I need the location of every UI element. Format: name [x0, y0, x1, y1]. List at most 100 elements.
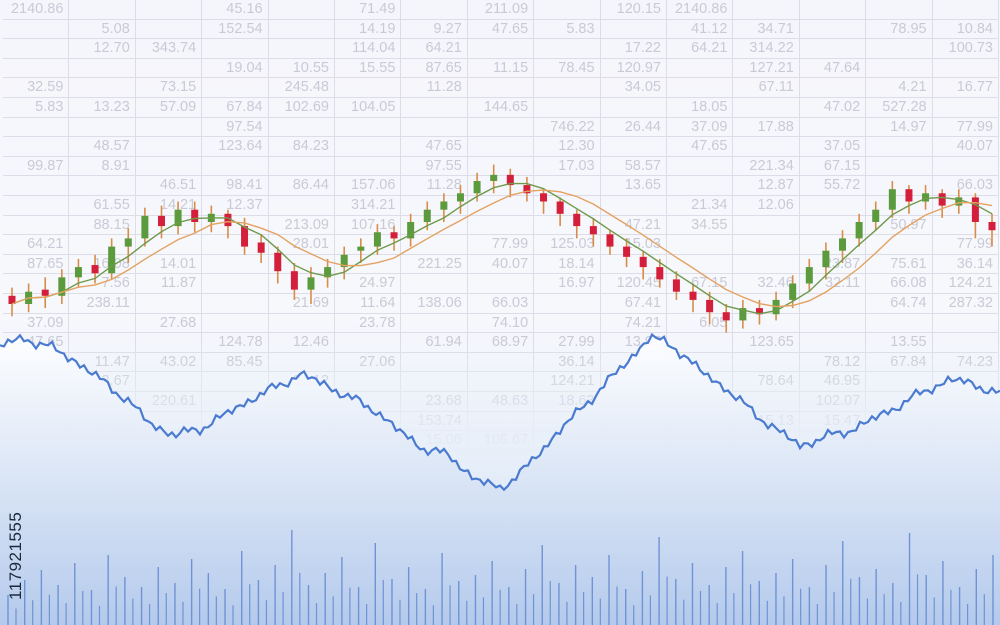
candle-up — [373, 232, 381, 247]
table-cell — [401, 98, 468, 118]
table-cell — [202, 215, 269, 236]
candle-down — [689, 291, 697, 300]
table-cell: 120.97 — [600, 58, 667, 79]
table-cell — [401, 274, 468, 294]
table-cell — [667, 294, 734, 314]
table-cell — [534, 215, 601, 236]
table-cell — [467, 372, 535, 392]
table-cell: 41.12 — [667, 19, 734, 40]
table-cell — [3, 294, 70, 314]
line-area-fill — [0, 334, 1000, 625]
table-cell — [335, 254, 402, 275]
table-cell: 11.64 — [335, 294, 402, 314]
table-cell: 14.19 — [335, 19, 402, 40]
candle-down — [506, 174, 514, 186]
table-cell: 67.11 — [733, 78, 800, 98]
table-cell: 17.88 — [733, 117, 800, 138]
candle-down — [639, 256, 647, 268]
table-cell — [3, 215, 70, 236]
table-cell: 23.78 — [335, 313, 402, 334]
table-cell: 13.55 — [866, 333, 933, 353]
candle-up — [340, 254, 348, 268]
table-cell: 16.77 — [932, 78, 999, 98]
candle-up — [407, 222, 415, 239]
table-cell — [268, 156, 335, 177]
table-cell: 78.95 — [866, 19, 933, 40]
table-cell: 67.84 — [866, 352, 933, 373]
table-cell: 47.65 — [667, 137, 734, 157]
table-cell: 17.03 — [534, 156, 601, 177]
table-cell — [69, 333, 136, 353]
table-cell: 99.87 — [3, 156, 70, 177]
table-cell — [335, 78, 402, 98]
table-cell: 86.44 — [268, 176, 335, 196]
candle-up — [124, 238, 132, 247]
table-cell — [69, 58, 136, 79]
table-cell: 5.08 — [69, 19, 136, 40]
table-cell — [733, 215, 800, 236]
table-cell: 10.84 — [932, 19, 999, 40]
table-cell: 77.99 — [932, 117, 999, 138]
table-cell: 73.15 — [135, 78, 203, 98]
table-cell: 58.57 — [600, 156, 667, 177]
table-cell — [3, 39, 70, 59]
table-cell: 221.25 — [401, 254, 468, 275]
table-cell: 98.41 — [202, 176, 269, 196]
table-cell — [932, 156, 999, 177]
table-cell — [335, 156, 402, 177]
table-cell: 12.87 — [733, 176, 800, 196]
table-cell: 107.16 — [335, 215, 402, 236]
candle-up — [955, 197, 963, 206]
table-cell: 144.65 — [467, 98, 535, 118]
candle-down — [274, 252, 282, 272]
table-cell — [135, 372, 203, 392]
candle-up — [805, 267, 813, 284]
table-cell: 11.87 — [135, 274, 203, 294]
table-cell: 123.64 — [202, 137, 269, 157]
table-cell — [135, 235, 203, 255]
table-cell — [335, 372, 402, 392]
table-cell — [600, 98, 667, 118]
candle-down — [91, 265, 99, 274]
table-cell: 238.11 — [69, 294, 136, 314]
table-cell: 138.06 — [401, 294, 468, 314]
table-cell — [268, 117, 335, 138]
table-cell — [534, 78, 601, 98]
table-cell — [799, 117, 867, 138]
table-cell — [135, 19, 203, 40]
table-cell: 87.65 — [401, 58, 468, 79]
candle-down — [41, 289, 49, 296]
candle-down — [589, 226, 597, 235]
table-cell: 124.21 — [534, 372, 601, 392]
table-cell — [667, 156, 734, 177]
table-cell: 74.10 — [467, 313, 535, 334]
table-cell: 125.03 — [534, 235, 601, 255]
table-cell — [866, 372, 933, 392]
table-cell — [268, 254, 335, 275]
candle-down — [656, 267, 664, 280]
table-cell — [69, 313, 136, 334]
table-cell — [534, 313, 601, 334]
table-cell: 12.37 — [202, 196, 269, 216]
table-cell — [467, 274, 535, 294]
table-cell: 120.45 — [600, 274, 667, 294]
table-cell: 120.15 — [600, 0, 667, 20]
table-cell — [799, 294, 867, 314]
table-cell — [3, 19, 70, 40]
table-cell: 14.97 — [866, 117, 933, 138]
table-cell: 43.02 — [135, 352, 203, 373]
table-cell — [268, 0, 335, 20]
table-cell — [866, 156, 933, 177]
table-cell: 77.99 — [467, 235, 535, 255]
table-cell: 152.54 — [202, 19, 269, 40]
table-cell — [467, 117, 535, 138]
table-cell: 19.04 — [202, 58, 269, 79]
table-cell — [866, 235, 933, 255]
table-cell — [202, 254, 269, 275]
candle-up — [839, 238, 847, 251]
table-cell: 9.27 — [401, 19, 468, 40]
table-cell — [3, 58, 70, 79]
table-cell: 527.28 — [866, 98, 933, 118]
table-cell: 211.09 — [467, 0, 535, 20]
table-cell — [799, 313, 867, 334]
